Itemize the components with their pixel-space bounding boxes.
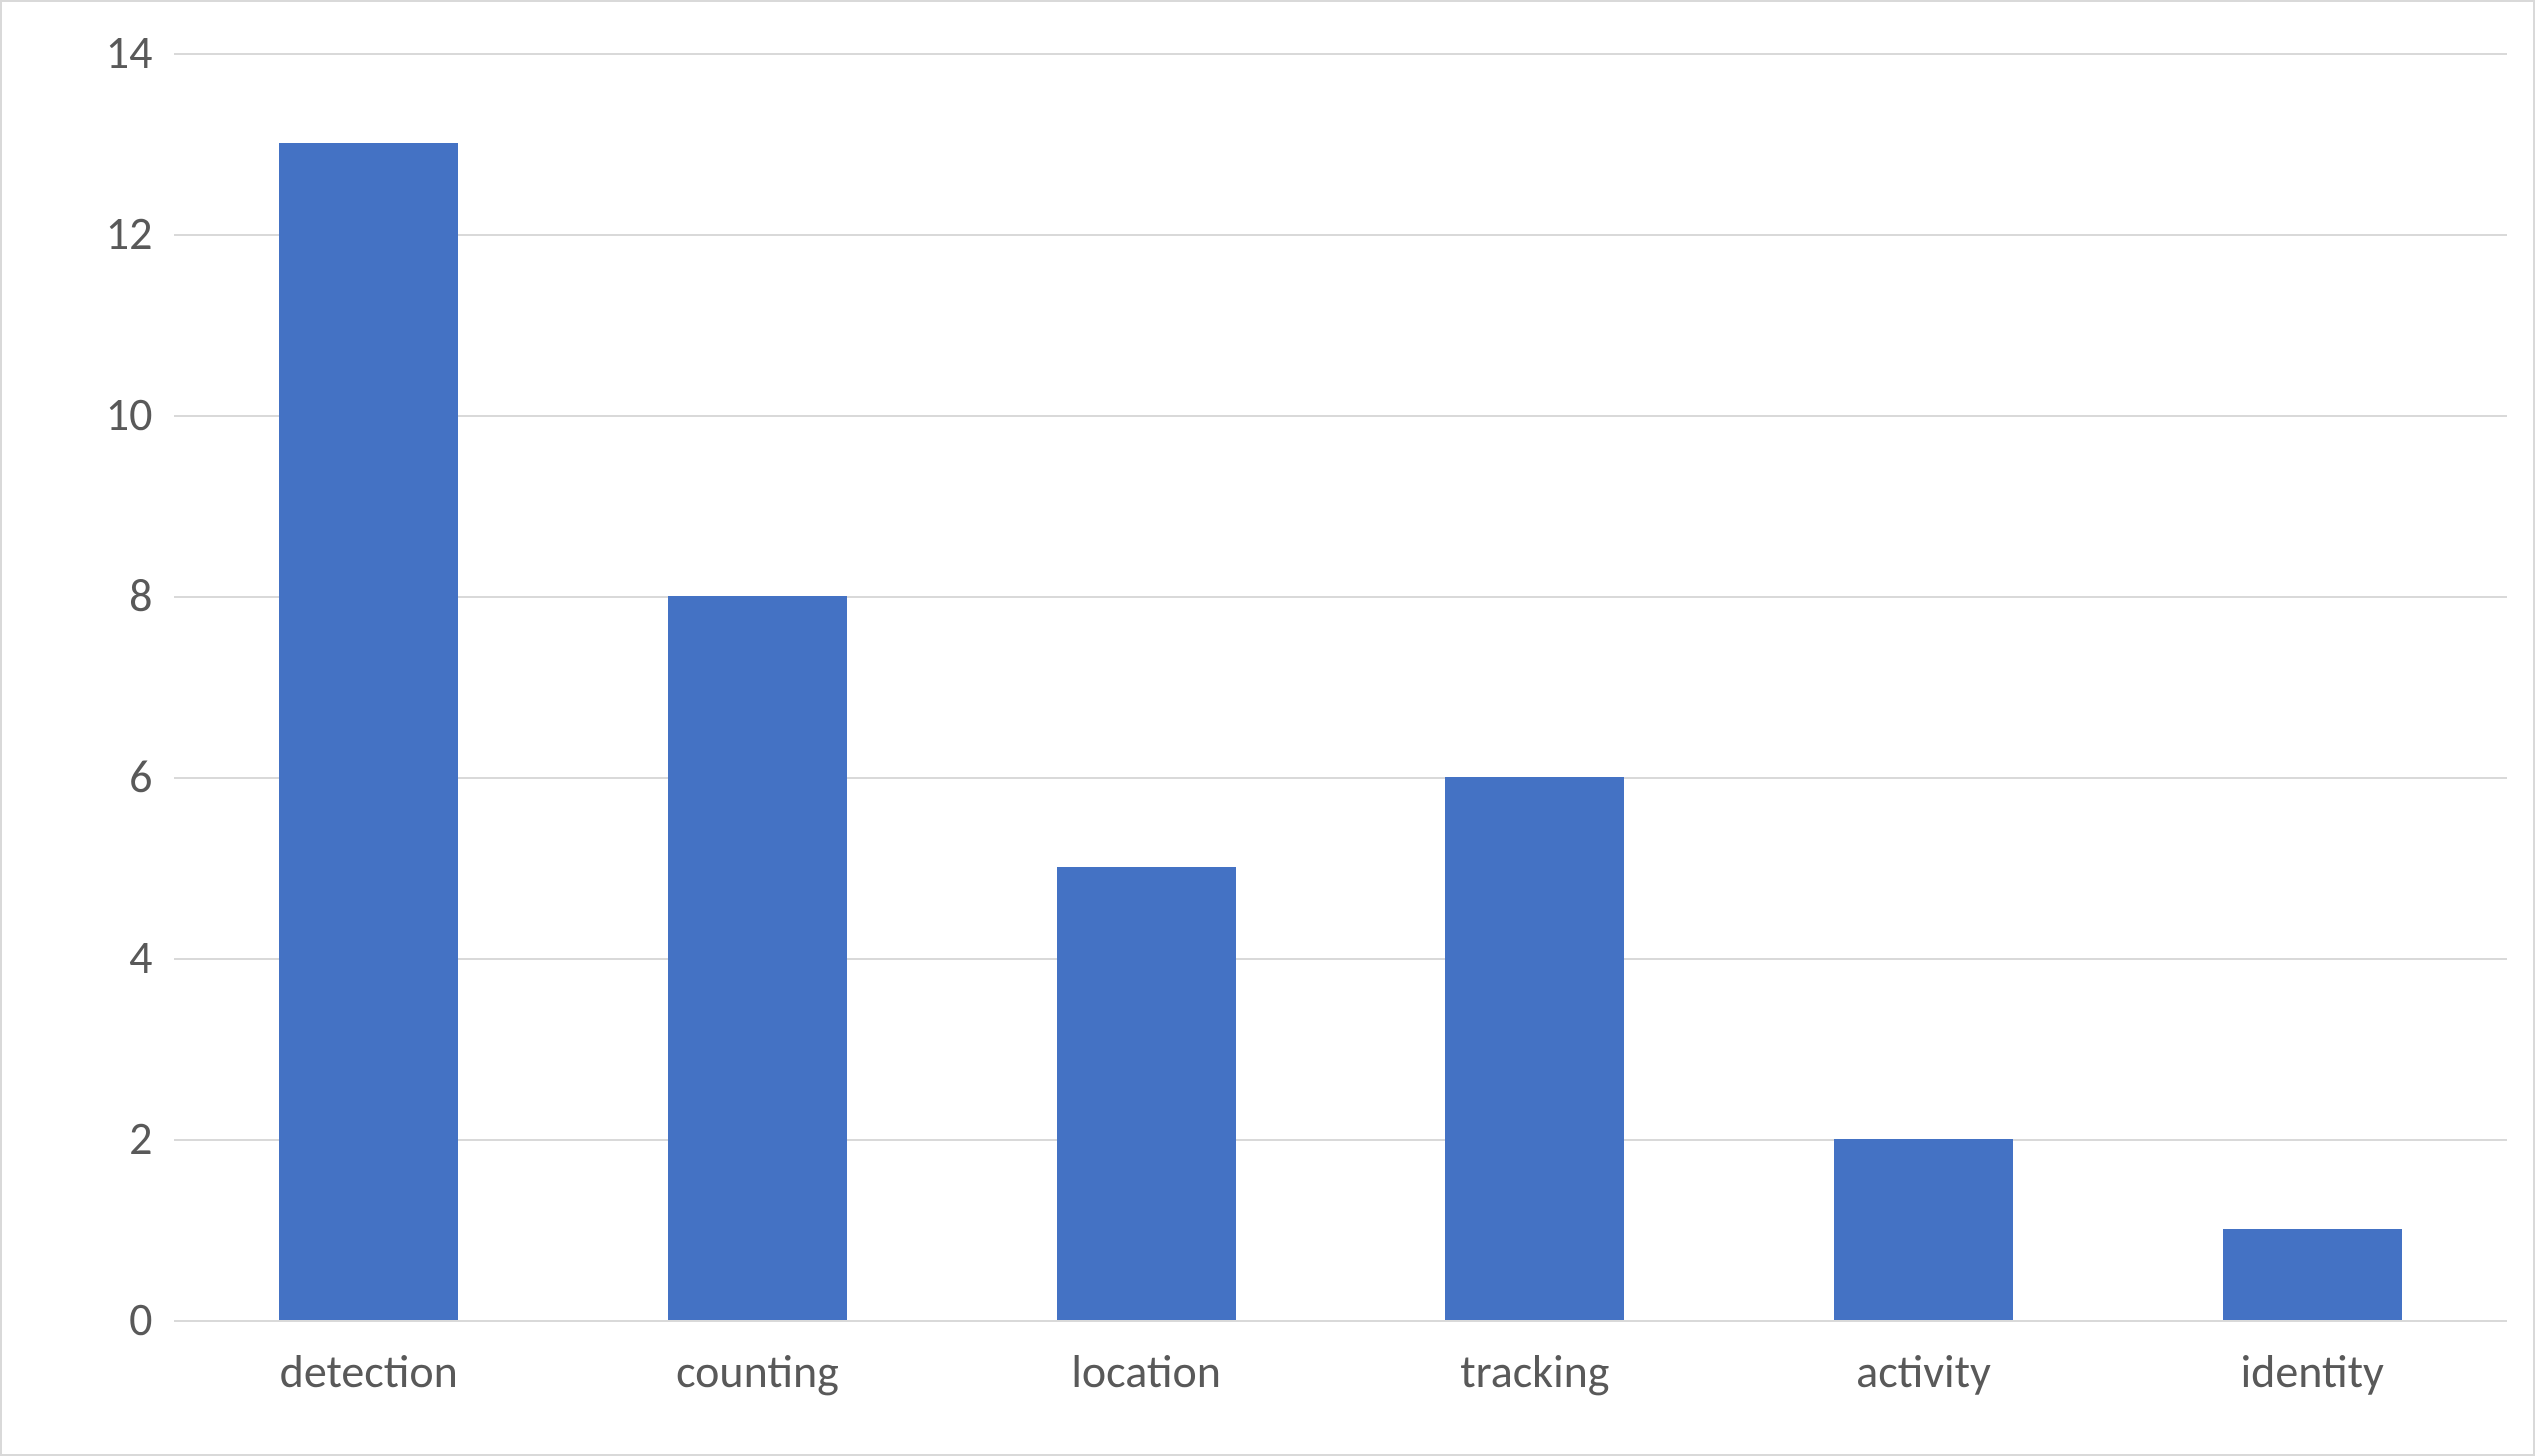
y-tick-label: 0 (0, 1292, 152, 1348)
y-tick-label: 14 (0, 25, 152, 81)
x-tick-label: detection (280, 1344, 458, 1400)
x-tick-label: activity (1856, 1344, 1991, 1400)
x-tick-label: tracking (1460, 1344, 1609, 1400)
bar (668, 596, 847, 1320)
bars-layer (174, 53, 2506, 1320)
y-tick-label: 2 (0, 1111, 152, 1167)
bar (1834, 1139, 2013, 1320)
plot-area (174, 53, 2506, 1320)
gridline (174, 1320, 2506, 1322)
bar (1445, 777, 1624, 1320)
y-tick-label: 4 (0, 930, 152, 986)
bar (279, 143, 458, 1319)
x-tick-label: identity (2241, 1344, 2384, 1400)
y-tick-label: 12 (0, 206, 152, 262)
bar-chart: 0 2 4 6 8 10 12 14 detection counting location tra… (0, 0, 2535, 1456)
x-tick-label: counting (676, 1344, 839, 1400)
y-tick-label: 10 (0, 387, 152, 443)
y-tick-label: 6 (0, 749, 152, 805)
bar (1057, 867, 1236, 1319)
x-tick-label: location (1071, 1344, 1221, 1400)
y-tick-label: 8 (0, 568, 152, 624)
bar (2223, 1229, 2402, 1319)
